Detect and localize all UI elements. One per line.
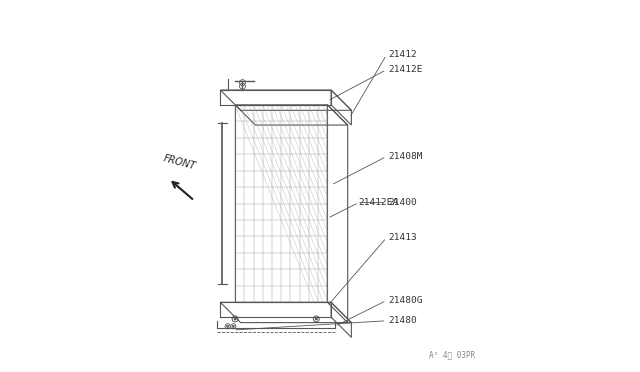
Circle shape: [234, 318, 236, 320]
Text: A² 4‸ 03PR: A² 4‸ 03PR: [429, 350, 475, 359]
Text: 21412E: 21412E: [388, 65, 423, 74]
Text: 21412: 21412: [388, 51, 417, 60]
Text: 21400: 21400: [388, 198, 417, 207]
Text: 21480G: 21480G: [388, 296, 423, 305]
Text: 21412EA: 21412EA: [359, 198, 399, 207]
Circle shape: [227, 325, 229, 327]
Circle shape: [316, 318, 317, 320]
Text: 21480: 21480: [388, 316, 417, 325]
Text: 21413: 21413: [388, 233, 417, 242]
Text: 21408M: 21408M: [388, 152, 423, 161]
Text: FRONT: FRONT: [163, 153, 197, 171]
Circle shape: [232, 325, 234, 327]
